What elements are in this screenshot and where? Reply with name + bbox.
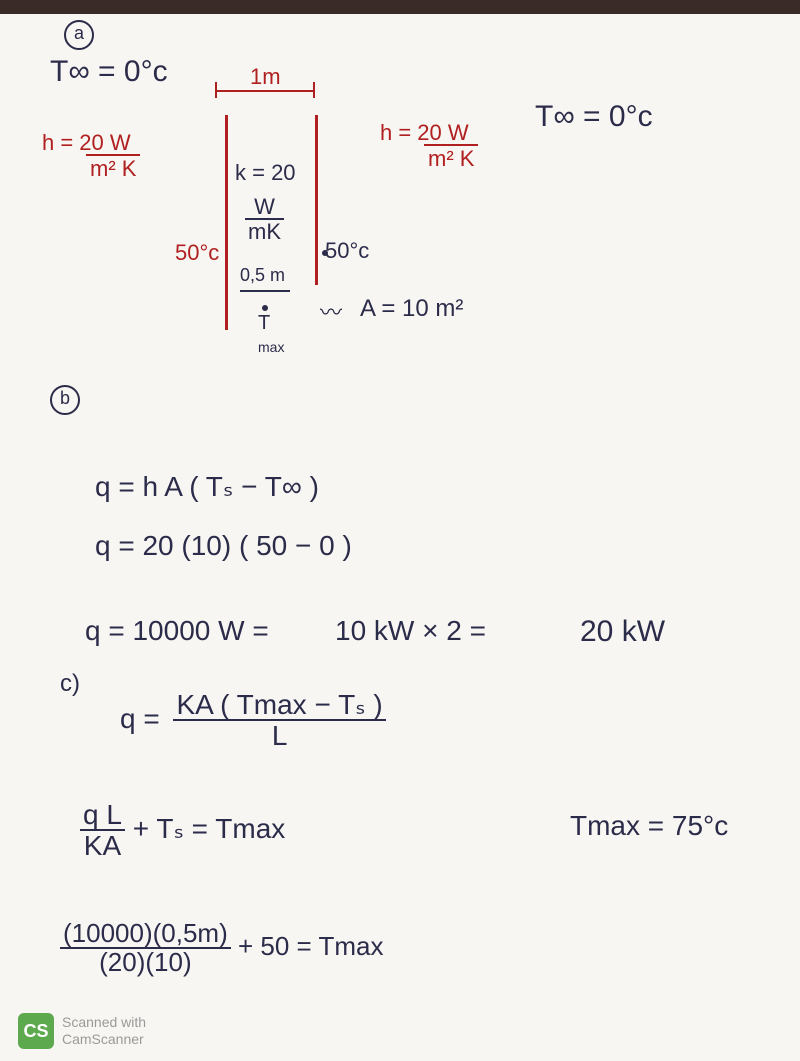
- scanner-logo: CS Scanned with CamScanner: [18, 1013, 146, 1049]
- dim-1m-line: [215, 90, 315, 92]
- t-inf-left: T∞ = 0°c: [50, 55, 168, 89]
- eq3-right: 20 kW: [580, 615, 665, 649]
- h-left-den: m² K: [86, 154, 140, 181]
- eqC-num: KA ( Tmax − Tₛ ): [173, 690, 385, 719]
- A-expr: A = 10 m²: [360, 295, 463, 323]
- dim-1m-tick-r: [313, 82, 315, 98]
- k-units: W mK: [245, 195, 284, 243]
- h-left-num: h = 20 W: [42, 130, 131, 155]
- result: Tmax = 75°c: [570, 810, 728, 842]
- surf-left: 50°c: [175, 240, 219, 266]
- label-c: c): [60, 670, 80, 698]
- label-b-wrap: b: [50, 385, 80, 415]
- eqE-rest: + 50 = Tmax: [238, 931, 384, 961]
- eq2: q = 20 (10) ( 50 − 0 ): [95, 530, 352, 562]
- half-m: 0,5 m: [240, 265, 285, 286]
- eqD-num: q L: [80, 800, 125, 829]
- tmax-label: T max: [258, 312, 284, 358]
- t-inf-right: T∞ = 0°c: [535, 100, 653, 134]
- wall-right: [315, 115, 318, 285]
- h-right: h = 20 W m² K: [380, 120, 478, 172]
- half-m-line: [240, 290, 290, 292]
- eqC: q = KA ( Tmax − Tₛ ) L: [120, 690, 386, 751]
- eqE-num: (10000)(0,5m): [60, 920, 231, 947]
- dim-1m-tick-l: [215, 82, 217, 98]
- wavy-arrow: 〰: [320, 295, 338, 327]
- eq1: q = h A ( Tₛ − T∞ ): [95, 470, 319, 503]
- scanner-line1: Scanned with: [62, 1014, 146, 1031]
- page-root: a T∞ = 0°c T∞ = 0°c h = 20 W m² K h = 20…: [0, 0, 800, 1061]
- eqD-den: KA: [80, 829, 125, 860]
- eqC-den: L: [173, 719, 385, 750]
- scanner-line2: CamScanner: [62, 1031, 146, 1048]
- top-dark-strip: [0, 0, 800, 14]
- eq3-mid: 10 kW × 2 =: [335, 615, 486, 647]
- wall-left: [225, 115, 228, 330]
- eqD-rest: + Tₛ = Tmax: [133, 813, 286, 844]
- label-a-wrap: a: [64, 20, 94, 50]
- tmax-dot: [262, 305, 268, 311]
- tmax-sub: max: [258, 339, 284, 355]
- surf-right: 50°c: [325, 238, 369, 264]
- k-units-num: W: [245, 195, 284, 218]
- label-a: a: [64, 20, 94, 50]
- dim-1m: 1m: [250, 64, 281, 90]
- eq3-left: q = 10000 W =: [85, 615, 269, 647]
- h-right-den: m² K: [424, 144, 478, 171]
- k-value: k = 20: [235, 160, 296, 186]
- eqC-lhs: q =: [120, 703, 160, 734]
- scanner-badge: CS: [18, 1013, 54, 1049]
- h-right-num: h = 20 W: [380, 120, 469, 145]
- eqD: q L KA + Tₛ = Tmax: [80, 800, 285, 861]
- tmax-T: T: [258, 312, 270, 334]
- eqE-den: (20)(10): [60, 947, 231, 976]
- surf-right-dot: [322, 250, 328, 256]
- eqE: (10000)(0,5m) (20)(10) + 50 = Tmax: [60, 920, 383, 977]
- scanner-text: Scanned with CamScanner: [62, 1014, 146, 1048]
- k-units-den: mK: [245, 218, 284, 243]
- h-left: h = 20 W m² K: [42, 130, 140, 182]
- label-b: b: [50, 385, 80, 415]
